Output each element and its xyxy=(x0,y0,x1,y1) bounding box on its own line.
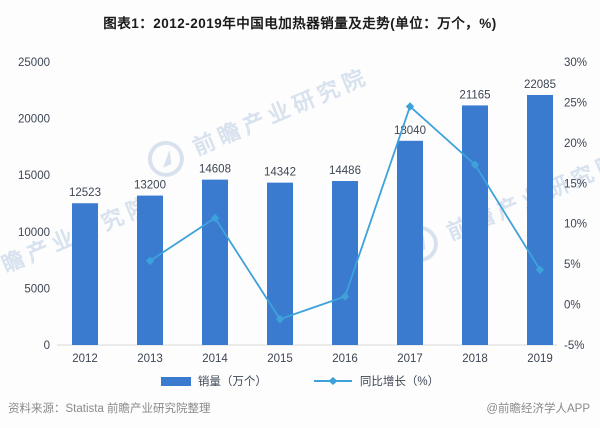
bar-value-label: 12523 xyxy=(69,187,101,199)
right-axis-tick: -5% xyxy=(564,340,584,352)
bar-value-label: 14486 xyxy=(329,165,361,177)
bar-value-label: 14608 xyxy=(199,164,231,176)
credit-text: @前瞻经济学人APP xyxy=(486,403,590,415)
right-axis-tick: 10% xyxy=(564,219,587,231)
chart-footer: 资料来源：Statista 前瞻产业研究院整理 @前瞻经济学人APP xyxy=(0,400,600,416)
x-axis-tick: 2019 xyxy=(527,353,553,365)
source-text: 资料来源：Statista 前瞻产业研究院整理 xyxy=(8,403,211,415)
bar-series-swatch xyxy=(160,376,191,386)
left-axis-tick: 25000 xyxy=(18,57,50,69)
growth-marker xyxy=(210,213,220,223)
bar-value-label: 13200 xyxy=(134,180,166,192)
growth-marker xyxy=(405,102,415,111)
x-axis-tick: 2014 xyxy=(202,353,228,365)
left-axis-tick: 5000 xyxy=(24,283,50,295)
line-series-swatch xyxy=(313,377,352,385)
growth-marker xyxy=(535,265,545,275)
growth-marker xyxy=(145,256,155,266)
right-axis-tick: 25% xyxy=(564,97,587,109)
sales-bar-2013 xyxy=(137,195,163,345)
left-axis-tick: 15000 xyxy=(18,170,50,182)
legend-item-growth: 同比增长（%） xyxy=(313,373,439,389)
x-axis-tick: 2017 xyxy=(397,353,423,365)
right-axis-tick: 0% xyxy=(564,300,581,312)
left-axis-tick: 20000 xyxy=(18,114,50,126)
sales-bar-2017 xyxy=(397,140,423,345)
x-axis-tick: 2015 xyxy=(267,353,293,365)
bar-value-label: 14342 xyxy=(264,167,296,179)
bar-value-label: 21165 xyxy=(459,89,490,101)
growth-marker xyxy=(340,292,350,301)
sales-bar-2016 xyxy=(332,181,358,345)
legend-sales-label: 销量（万个） xyxy=(197,376,267,388)
sales-bar-2012 xyxy=(72,203,98,345)
sales-growth-chart: 0 5000 10000 15000 20000 25000 -5% 0% 5% 10% 15% 20… xyxy=(18,57,587,365)
right-axis-tick: 15% xyxy=(564,178,587,190)
x-axis-tick: 2013 xyxy=(137,353,163,365)
chart-title: 图表1：2012-2019年中国电加热器销量及走势(单位：万个，%) xyxy=(103,16,497,31)
bar-value-label: 18040 xyxy=(394,125,426,137)
x-axis-tick: 2016 xyxy=(332,353,358,365)
right-axis-tick: 20% xyxy=(564,138,587,150)
right-axis-tick: 5% xyxy=(564,259,581,271)
legend-growth-label: 同比增长（%） xyxy=(359,376,440,388)
sales-bar-2018 xyxy=(462,105,488,345)
chart-legend: 销量（万个） 同比增长（%） xyxy=(0,373,600,389)
x-axis-tick: 2012 xyxy=(72,353,98,365)
sales-bar-2014 xyxy=(202,179,228,345)
left-axis-tick: 0 xyxy=(44,340,50,352)
growth-marker xyxy=(275,314,285,324)
sales-bar-2019 xyxy=(527,94,553,345)
left-axis-tick: 10000 xyxy=(18,227,50,239)
bar-value-label: 22085 xyxy=(524,79,556,91)
x-axis-tick: 2018 xyxy=(462,353,488,365)
right-axis-tick: 30% xyxy=(564,57,587,69)
legend-item-sales: 销量（万个） xyxy=(160,373,267,389)
